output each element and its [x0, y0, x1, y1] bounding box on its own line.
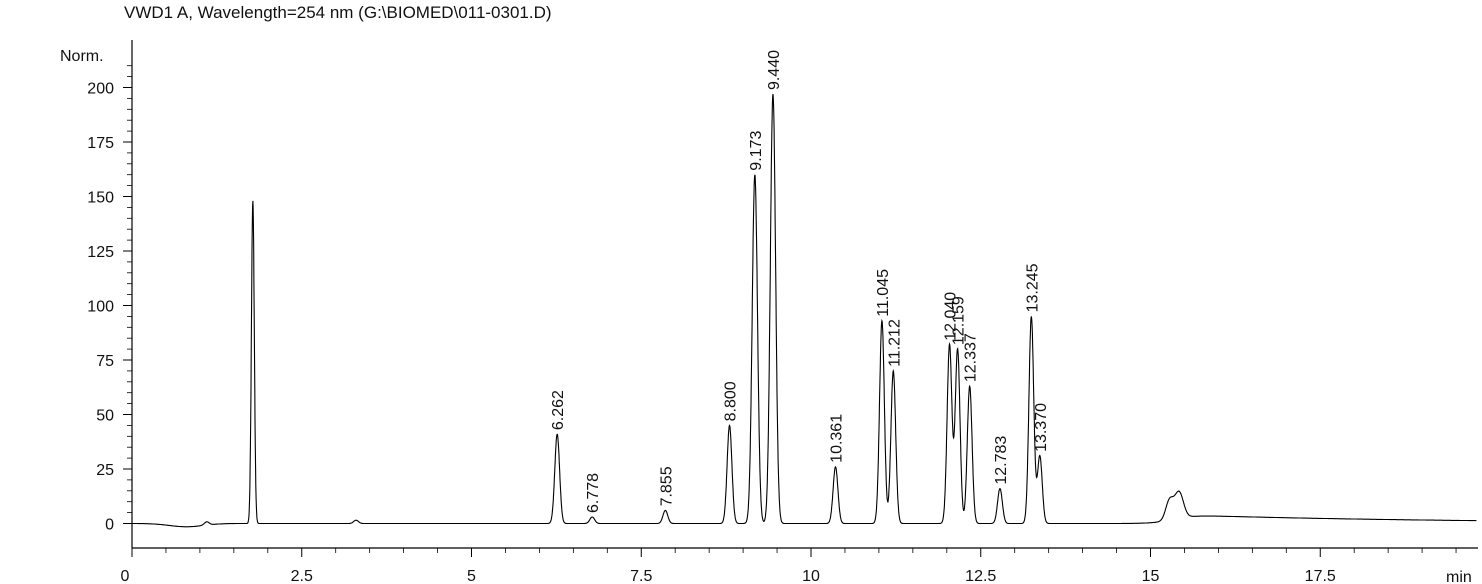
- y-tick-label: 100: [87, 299, 114, 316]
- peak-label: 11.045: [875, 269, 892, 317]
- y-tick-label: 125: [87, 244, 114, 261]
- peak-label: 8.800: [723, 381, 740, 421]
- chromatogram-trace: [132, 93, 1477, 528]
- peak-label: 12.040: [943, 292, 960, 341]
- y-tick-label: 0: [105, 517, 114, 534]
- x-tick-label: 2.5: [291, 568, 313, 584]
- x-tick-label: 10: [802, 568, 820, 584]
- peak-label: 11.212: [886, 319, 903, 367]
- chart-title: VWD1 A, Wavelength=254 nm (G:\BIOMED\011…: [124, 3, 552, 22]
- peak-label: 12.337: [963, 333, 980, 382]
- x-tick-label: 12.5: [965, 568, 996, 584]
- y-axis-ticks: 0 25 50 75 100 125 150 175 200: [87, 65, 132, 534]
- peak-label: 9.173: [748, 131, 765, 171]
- x-tick-label: 5: [467, 568, 476, 584]
- peak-label: 13.370: [1033, 403, 1050, 452]
- peak-label: 10.361: [829, 414, 846, 463]
- y-tick-label: 25: [96, 462, 114, 479]
- peak-label: 12.159: [951, 296, 968, 345]
- y-tick-label: 175: [87, 135, 114, 152]
- x-axis-label: min: [1446, 569, 1472, 584]
- peak-label: 7.855: [658, 466, 675, 506]
- y-axis-label: Norm.: [60, 48, 104, 65]
- y-tick-label: 50: [96, 408, 114, 425]
- peak-labels: 6.262 6.778 7.855 8.800 9.173 9.440 10.361 11.0…: [550, 50, 1050, 513]
- y-tick-label: 75: [96, 353, 114, 370]
- peak-label: 6.778: [585, 473, 602, 513]
- y-tick-label: 200: [87, 81, 114, 98]
- x-tick-label: 17.5: [1305, 568, 1336, 584]
- peak-label: 12.783: [993, 436, 1010, 485]
- x-tick-label: 7.5: [630, 568, 652, 584]
- peak-label: 13.245: [1024, 263, 1041, 312]
- peak-label: 6.262: [550, 390, 567, 430]
- x-axis-ticks: 0 2.5 5 7.5 10 12.5 15 17.5: [121, 548, 1457, 584]
- peak-label: 9.440: [766, 50, 783, 90]
- x-tick-label: 15: [1142, 568, 1160, 584]
- y-tick-label: 150: [87, 190, 114, 207]
- x-tick-label: 0: [121, 568, 130, 584]
